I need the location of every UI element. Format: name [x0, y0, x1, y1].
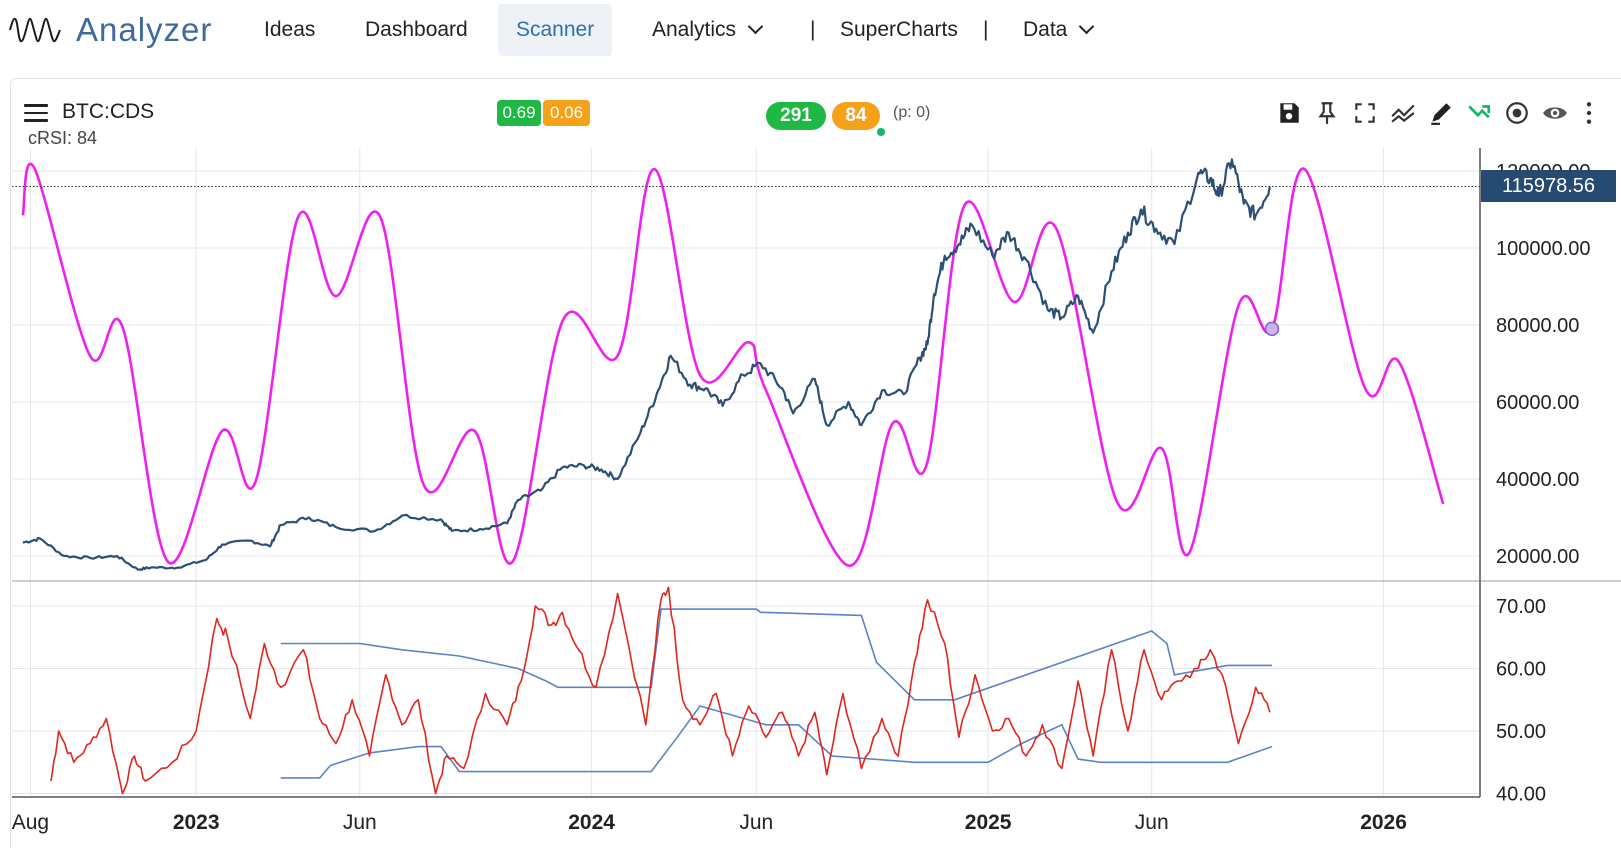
indicator-label: cRSI: 84	[28, 128, 98, 148]
cycle-marker-point[interactable]	[1264, 321, 1280, 337]
visibility-button[interactable]	[1536, 96, 1574, 130]
nav-separator: |	[983, 18, 989, 41]
more-icon	[1586, 102, 1592, 124]
cycle-series-line	[21, 162, 1445, 567]
rsi-series-line	[50, 586, 1271, 795]
chart-toolbar	[1270, 96, 1604, 130]
fullscreen-button[interactable]	[1346, 96, 1384, 130]
price-series-line	[22, 158, 1271, 571]
x-axis-tick-label: Aug	[12, 811, 49, 834]
pin-button[interactable]	[1308, 96, 1346, 130]
target-button[interactable]	[1498, 96, 1536, 130]
brand-name: Analyzer	[76, 11, 213, 48]
nav-separator: |	[810, 18, 816, 41]
count-pill-orange: 84	[832, 102, 880, 130]
save-button[interactable]	[1270, 96, 1308, 130]
wave-logo-icon	[9, 17, 61, 43]
lower-band-line	[280, 705, 1273, 779]
upper-band-line	[280, 608, 1272, 701]
price-axis-tick-label: 60000.00	[1496, 392, 1579, 414]
last-price-tag: 115978.56	[1481, 170, 1616, 203]
eye-icon	[1543, 107, 1567, 119]
nav-data-label: Data	[1023, 18, 1068, 41]
brand-logo[interactable]: Analyzer	[8, 10, 212, 50]
chart-panel	[10, 78, 1621, 848]
trend-button[interactable]	[1384, 96, 1422, 130]
x-axis-tick-label: Jun	[343, 811, 377, 834]
pending-count: (p: 0)	[893, 104, 931, 121]
nav-dashboard[interactable]: Dashboard	[365, 18, 468, 41]
price-axis-tick-label: 100000.00	[1496, 238, 1591, 260]
crossover-button[interactable]	[1460, 96, 1498, 130]
x-axis-tick-label: 2026	[1360, 811, 1407, 834]
draw-button[interactable]	[1422, 96, 1460, 130]
x-axis-tick-label: 2025	[965, 811, 1012, 834]
rsi-axis-tick-label: 60.00	[1496, 659, 1546, 681]
nav-ideas[interactable]: Ideas	[264, 18, 316, 41]
menu-icon[interactable]	[24, 104, 48, 122]
nav-analytics-label: Analytics	[652, 18, 737, 41]
nav-analytics[interactable]: Analytics	[652, 4, 764, 56]
rsi-axis-tick-label: 40.00	[1496, 784, 1546, 806]
badge-orange: 0.06	[543, 100, 590, 126]
x-axis-tick-label: 2024	[568, 811, 615, 834]
rsi-axis-tick-label: 70.00	[1496, 596, 1546, 618]
save-icon	[1280, 103, 1299, 123]
badge-green: 0.69	[497, 100, 541, 126]
status-dot	[877, 128, 885, 136]
count-pill-green: 291	[766, 102, 826, 130]
chart-symbol[interactable]: BTC:CDS	[62, 100, 155, 123]
price-axis-tick-label: 40000.00	[1496, 469, 1579, 491]
draw-icon	[1431, 103, 1451, 125]
rsi-axis-tick-label: 50.00	[1496, 721, 1546, 743]
top-nav: Analyzer Ideas Dashboard Scanner Analyti…	[0, 0, 1621, 62]
target-icon	[1506, 102, 1528, 124]
nav-data[interactable]: Data	[1023, 4, 1095, 56]
price-axis-tick-label: 20000.00	[1496, 546, 1579, 568]
nav-supercharts[interactable]: SuperCharts	[840, 18, 958, 41]
trend-icon	[1391, 104, 1415, 123]
pin-icon	[1318, 102, 1336, 124]
price-axis-tick-label: 80000.00	[1496, 315, 1579, 337]
x-axis-tick-label: Jun	[1135, 811, 1169, 834]
fullscreen-icon	[1355, 103, 1375, 123]
nav-scanner[interactable]: Scanner	[498, 4, 613, 56]
x-axis-tick-label: Jun	[739, 811, 773, 834]
more-button[interactable]	[1574, 96, 1604, 130]
crossover-icon	[1468, 105, 1491, 119]
x-axis-tick-label: 2023	[173, 811, 220, 834]
